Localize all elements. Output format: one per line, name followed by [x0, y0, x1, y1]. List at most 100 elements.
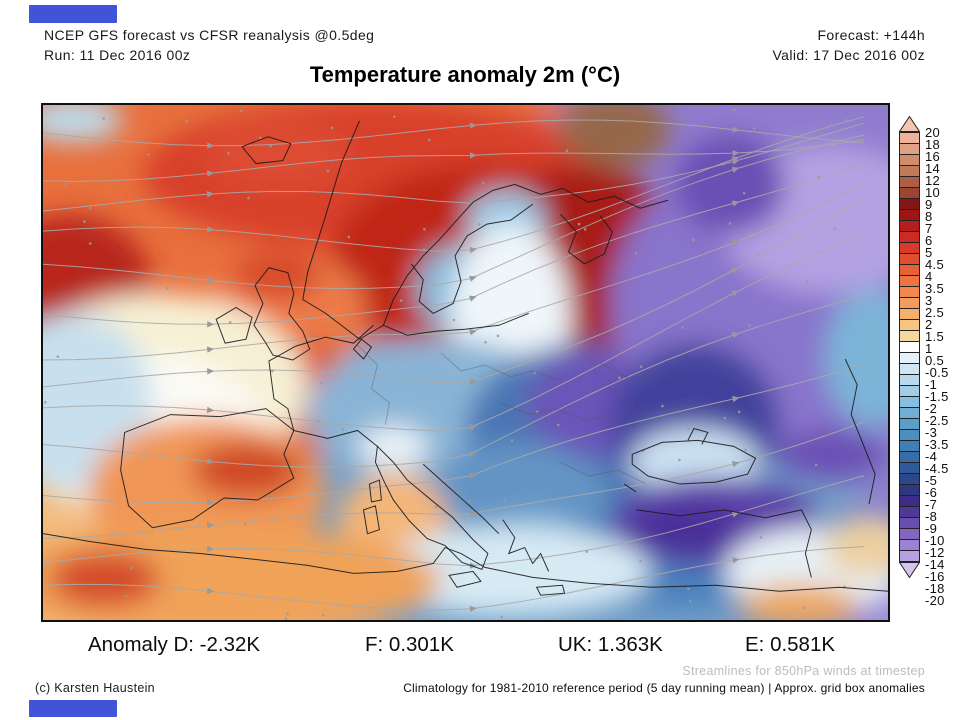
seed-dot [618, 376, 621, 380]
streamline-arrowhead [732, 149, 740, 157]
streamline [43, 119, 865, 147]
seed-dot [733, 108, 736, 112]
seed-dot [844, 118, 848, 122]
seed-dot [326, 438, 330, 441]
seed-dot [759, 536, 763, 539]
streamline-arrowhead [731, 156, 740, 163]
coastline [120, 408, 295, 529]
colorbar-label: -9 [925, 520, 938, 536]
seed-dot [434, 505, 438, 509]
colorbar-label: -3.5 [925, 436, 949, 452]
coastline [514, 183, 669, 209]
coastline [687, 427, 709, 445]
streamline [43, 421, 865, 539]
streamline-arrowhead [206, 587, 215, 594]
coastline [410, 203, 533, 314]
seed-dot [728, 222, 732, 225]
redaction-box-bottom-left [29, 700, 117, 717]
anomaly-germany: Anomaly D: -2.32K [88, 633, 261, 656]
colorbar-label: 10 [925, 184, 941, 200]
colorbar-label: -0.5 [925, 364, 949, 380]
coastline [241, 136, 292, 165]
seed-dot [88, 242, 92, 245]
seed-dot [756, 253, 760, 256]
region-spain-red [192, 442, 302, 498]
streamline-arrowhead [732, 126, 740, 133]
streamline-arrowhead [206, 170, 215, 177]
seed-dot [239, 109, 243, 113]
streamline-arrowhead [468, 295, 477, 302]
colorbar-label: 1.5 [925, 328, 944, 344]
colorbar-label: -2.5 [925, 412, 949, 428]
colorbar-label: 14 [925, 160, 941, 176]
model-comparison-label: NCEP GFS forecast vs CFSR reanalysis @0.… [44, 27, 375, 43]
seed-dot [98, 150, 102, 154]
seed-dot [423, 227, 426, 231]
coastline [293, 429, 378, 447]
coastlines-layer [43, 120, 888, 596]
coastline [502, 519, 550, 572]
seed-dot [330, 126, 334, 130]
streamline-arrowhead [469, 275, 477, 282]
seed-dot [319, 381, 323, 385]
streamline-arrowhead [469, 329, 477, 336]
coastline [253, 267, 311, 361]
anomaly-france: F: 0.301K [365, 633, 454, 656]
streamline [43, 116, 865, 252]
anomaly-england: E: 0.581K [745, 633, 836, 656]
forecast-hour-label: Forecast: +144h [817, 27, 925, 43]
coastline [268, 324, 374, 431]
region-top-left-lightblue [43, 105, 123, 142]
streamline [43, 546, 865, 611]
seed-dot [347, 235, 351, 239]
streamlines-note: Streamlines for 850hPa winds at timestep [682, 664, 925, 678]
copyright-credit: (c) Karsten Haustein [35, 681, 155, 695]
redaction-box-top-left [29, 5, 117, 23]
seed-dot [535, 410, 539, 413]
streamline-arrowhead [469, 510, 477, 517]
streamline-arrowhead [731, 267, 739, 274]
seed-dot [556, 423, 560, 427]
seed-dot [341, 427, 345, 431]
seed-dot [227, 151, 230, 155]
seed-dot [503, 498, 506, 502]
region-russia-violet-blob [675, 134, 785, 234]
seed-dot [269, 144, 272, 148]
seed-dot [165, 286, 169, 290]
seed-dot [484, 340, 487, 344]
coastline [636, 509, 812, 578]
page-title: Temperature anomaly 2m (°C) [309, 62, 621, 87]
colorbar-label: 0.5 [925, 352, 944, 368]
seed-dot [147, 153, 150, 156]
seed-dot [316, 420, 320, 423]
seed-dot [284, 617, 288, 620]
seed-dot [185, 120, 189, 123]
colorbar-label: 1 [925, 340, 933, 356]
streamline-arrowhead [469, 122, 477, 129]
streamline [43, 294, 865, 468]
seed-dot [634, 252, 638, 255]
seed-dot [102, 117, 106, 120]
seed-dot [63, 183, 66, 186]
seed-dot [805, 280, 809, 283]
streamline-arrowhead [206, 406, 215, 414]
seed-dot [482, 181, 485, 185]
seed-dot [56, 355, 60, 358]
country-border [500, 402, 613, 422]
seed-dot [634, 543, 638, 546]
seed-dot [124, 594, 128, 598]
coastline [43, 533, 888, 592]
forecast-info: Forecast: +144h Valid: 17 Dec 2016 00z [772, 26, 925, 66]
streamline-arrowhead [731, 461, 740, 468]
seed-dot [496, 334, 500, 338]
streamline-arrowhead [468, 451, 477, 458]
coastline [535, 584, 566, 596]
colorbar-label: 6 [925, 232, 933, 248]
streamline [43, 122, 865, 212]
seed-dot [744, 448, 747, 452]
streamline [43, 139, 865, 182]
country-border [560, 461, 647, 485]
colorbar-label: 20 [925, 124, 941, 140]
valid-time-label: Valid: 17 Dec 2016 00z [772, 46, 925, 63]
seed-dot [43, 401, 47, 404]
